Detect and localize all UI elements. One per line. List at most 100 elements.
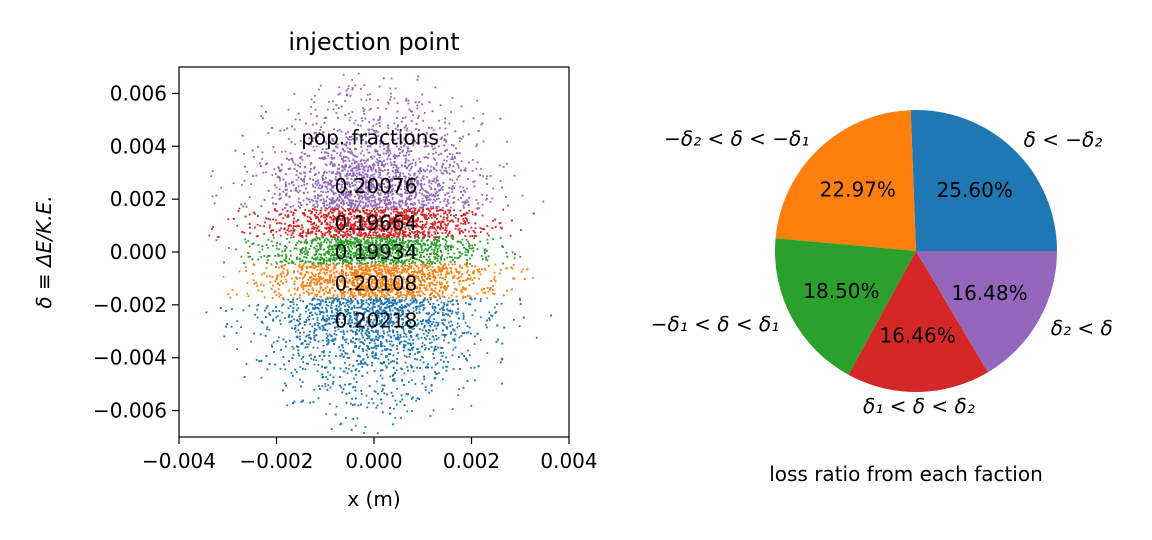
scatter-point	[436, 198, 438, 201]
scatter-point	[367, 168, 370, 171]
scatter-point	[431, 307, 434, 309]
scatter-point	[416, 233, 418, 236]
scatter-point	[368, 200, 371, 203]
scatter-point	[430, 193, 433, 195]
scatter-point	[404, 188, 406, 190]
scatter-point	[452, 291, 455, 294]
scatter-point	[366, 347, 369, 349]
scatter-point	[448, 122, 451, 125]
scatter-point	[422, 292, 425, 295]
scatter-point	[326, 231, 329, 234]
scatter-point	[244, 202, 246, 205]
scatter-point	[419, 220, 422, 223]
scatter-point	[413, 270, 416, 273]
scatter-point	[468, 278, 471, 281]
scatter-point	[285, 253, 287, 256]
scatter-point	[312, 317, 315, 320]
scatter-point	[454, 263, 456, 266]
scatter-point	[474, 265, 477, 268]
scatter-point	[388, 150, 391, 152]
scatter-point	[269, 218, 272, 221]
scatter-point	[443, 134, 446, 137]
scatter-point	[341, 263, 344, 266]
scatter-point	[377, 329, 379, 332]
scatter-point	[462, 312, 465, 315]
scatter-point	[453, 281, 456, 284]
scatter-point	[383, 277, 386, 280]
scatter-point	[349, 260, 352, 263]
scatter-point	[212, 226, 215, 228]
scatter-point	[420, 185, 422, 187]
scatter-point	[338, 194, 341, 196]
scatter-point	[325, 262, 328, 265]
scatter-point	[314, 355, 316, 358]
scatter-point	[386, 347, 389, 350]
scatter-point	[294, 263, 297, 266]
scatter-point	[368, 237, 371, 239]
scatter-point	[314, 197, 317, 200]
scatter-point	[368, 132, 370, 135]
scatter-point	[364, 234, 367, 237]
scatter-point	[407, 227, 410, 230]
scatter-point	[333, 216, 336, 218]
scatter-point	[396, 235, 398, 238]
scatter-point	[397, 267, 400, 270]
scatter-point	[345, 165, 347, 168]
scatter-point	[317, 397, 320, 400]
scatter-point	[343, 333, 345, 335]
scatter-point	[418, 237, 420, 239]
scatter-point	[382, 243, 385, 246]
scatter-point	[354, 252, 356, 255]
scatter-point	[286, 216, 289, 218]
scatter-point	[334, 330, 337, 332]
scatter-point	[315, 289, 318, 292]
scatter-point	[304, 187, 307, 190]
scatter-point	[344, 156, 347, 158]
scatter-point	[275, 231, 278, 233]
scatter-point	[374, 390, 377, 393]
scatter-point	[430, 165, 433, 168]
scatter-point	[375, 264, 377, 267]
scatter-point	[402, 285, 405, 288]
scatter-point	[345, 272, 347, 275]
scatter-point	[371, 199, 373, 202]
scatter-point	[398, 200, 401, 203]
scatter-point	[446, 155, 449, 158]
scatter-point	[352, 243, 355, 246]
scatter-point	[295, 371, 298, 373]
scatter-point	[454, 256, 456, 259]
scatter-point	[375, 406, 378, 409]
scatter-point	[452, 158, 454, 160]
scatter-point	[437, 197, 440, 200]
scatter-point	[340, 206, 343, 208]
scatter-point	[393, 407, 395, 410]
scatter-point	[256, 223, 259, 226]
scatter-point	[257, 244, 260, 246]
scatter-point	[305, 362, 308, 365]
scatter-point	[388, 268, 391, 271]
scatter-point	[345, 341, 347, 344]
scatter-point	[319, 263, 321, 265]
scatter-point	[374, 189, 377, 192]
scatter-point	[438, 281, 441, 284]
scatter-point	[363, 343, 365, 346]
scatter-point	[397, 310, 400, 312]
scatter-point	[476, 161, 479, 164]
scatter-point	[418, 157, 421, 160]
scatter-point	[274, 151, 276, 154]
scatter-point	[288, 241, 291, 243]
scatter-point	[325, 186, 328, 188]
scatter-point	[431, 201, 434, 204]
scatter-point	[341, 183, 343, 186]
scatter-point	[338, 128, 341, 131]
scatter-point	[435, 151, 437, 154]
scatter-point	[409, 279, 412, 281]
scatter-point	[292, 307, 295, 309]
scatter-point	[343, 186, 346, 189]
scatter-point	[341, 240, 344, 243]
scatter-point	[342, 203, 345, 206]
scatter-point	[351, 167, 354, 170]
scatter-point	[459, 209, 462, 212]
scatter-point	[329, 374, 332, 377]
scatter-point	[467, 303, 470, 306]
